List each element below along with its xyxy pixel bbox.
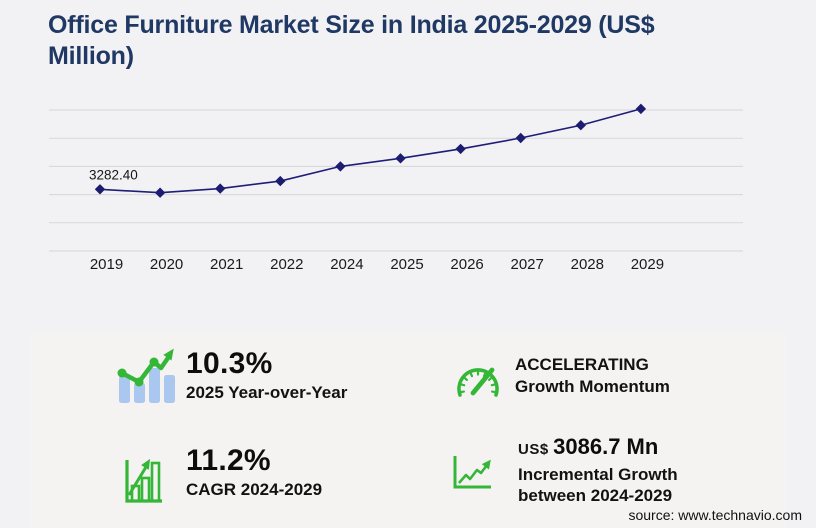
page-title-line1: Office Furniture Market Size in India 20… (48, 11, 655, 39)
data-point-marker (395, 153, 406, 164)
incremental-currency: US$ (518, 441, 549, 458)
yoy-label: 2025 Year-over-Year (186, 382, 348, 402)
x-axis-label: 2021 (210, 256, 243, 273)
growth-line-icon (451, 453, 493, 491)
data-point-marker (275, 175, 286, 187)
data-point-marker (335, 161, 346, 172)
momentum-label: Growth Momentum (515, 377, 670, 397)
bar-chart-arrow-icon (122, 452, 164, 506)
incremental-value: 3086.7 Mn (553, 434, 659, 459)
point-value-label: 3282.40 (89, 167, 138, 182)
page-title: Office Furniture Market Size in India 20… (48, 10, 720, 72)
market-size-line-chart: 2019 2020 2021 2022 2024 2025 2026 2027 2028 2029… (49, 103, 743, 273)
x-axis-label: 2022 (270, 256, 303, 273)
bar-chart-trend-icon (114, 347, 176, 403)
speedometer-icon (452, 356, 504, 400)
page-title-line2: Million) (48, 42, 134, 70)
cagr-value: 11.2% (186, 444, 271, 477)
data-point-marker (455, 143, 466, 155)
data-point-marker (635, 103, 647, 115)
x-axis-label: 2025 (390, 256, 423, 273)
momentum-status: ACCELERATING (515, 355, 649, 374)
data-point-marker (154, 187, 166, 198)
x-axis-label: 2028 (571, 256, 604, 273)
x-axis-label: 2020 (150, 256, 183, 273)
x-axis-label: 2026 (450, 256, 483, 273)
x-axis-label: 2027 (511, 256, 544, 273)
x-axis-label: 2019 (90, 256, 123, 273)
source-credit: source: www.technavio.com (628, 507, 802, 523)
series-line (99, 108, 642, 194)
data-point-marker (94, 184, 106, 195)
data-point-marker (515, 132, 526, 144)
incremental-label-line2: between 2024-2029 (518, 486, 673, 506)
x-axis-label: 2024 (330, 256, 363, 273)
yoy-value: 10.3% (186, 347, 273, 380)
data-point-marker (575, 120, 586, 131)
incremental-label-line1: Incremental Growth (518, 465, 678, 485)
cagr-label: CAGR 2024-2029 (186, 479, 323, 499)
data-point-marker (215, 183, 226, 194)
x-axis-label: 2029 (631, 256, 664, 273)
